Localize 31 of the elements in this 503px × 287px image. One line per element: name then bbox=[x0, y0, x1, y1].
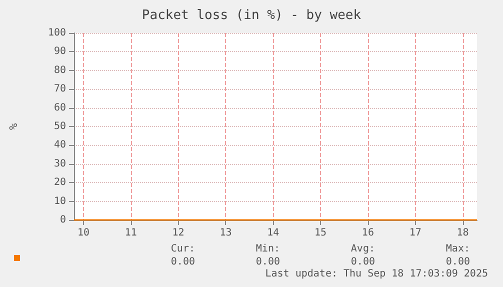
y-tick-label: 90 bbox=[54, 46, 66, 58]
y-tick-label: 60 bbox=[54, 102, 66, 114]
text: Last update: Thu Sep 18 17:03:09 2025 bbox=[265, 268, 488, 280]
y-tick-label: 100 bbox=[48, 28, 66, 38]
y-tick-label: 0 bbox=[60, 214, 66, 226]
text: 0.00 bbox=[446, 256, 470, 268]
x-tick-label: 13 bbox=[220, 228, 232, 238]
text: Max: bbox=[446, 244, 470, 254]
y-tick-label: 50 bbox=[54, 121, 66, 132]
text: Min: bbox=[256, 244, 280, 254]
chart-title: Packet loss (in %) - by week bbox=[142, 8, 362, 23]
y-tick-label: 20 bbox=[54, 177, 66, 188]
text: 0.00 bbox=[256, 256, 280, 268]
y-tick-label: 10 bbox=[54, 196, 66, 207]
text: 0.00 bbox=[350, 256, 375, 268]
y-tick-label: 30 bbox=[54, 158, 66, 170]
x-tick-label: 11 bbox=[124, 228, 137, 238]
x-tick-label: 10 bbox=[77, 228, 90, 238]
y-tick-label: 80 bbox=[54, 64, 66, 76]
x-tick-label: 16 bbox=[362, 228, 374, 238]
text: Cur: bbox=[170, 244, 195, 254]
y-tick-label: 40 bbox=[54, 140, 66, 151]
y-axis-title: % bbox=[7, 122, 20, 130]
x-tick-label: 14 bbox=[267, 228, 280, 238]
x-tick-label: 15 bbox=[314, 228, 327, 238]
x-tick-label: 18 bbox=[456, 228, 469, 238]
x-tick-label: 12 bbox=[172, 228, 184, 238]
y-tick-label: 70 bbox=[54, 84, 66, 95]
x-tick-label: 17 bbox=[409, 228, 422, 238]
text: 0.00 bbox=[170, 256, 195, 268]
text: Avg: bbox=[350, 244, 375, 254]
